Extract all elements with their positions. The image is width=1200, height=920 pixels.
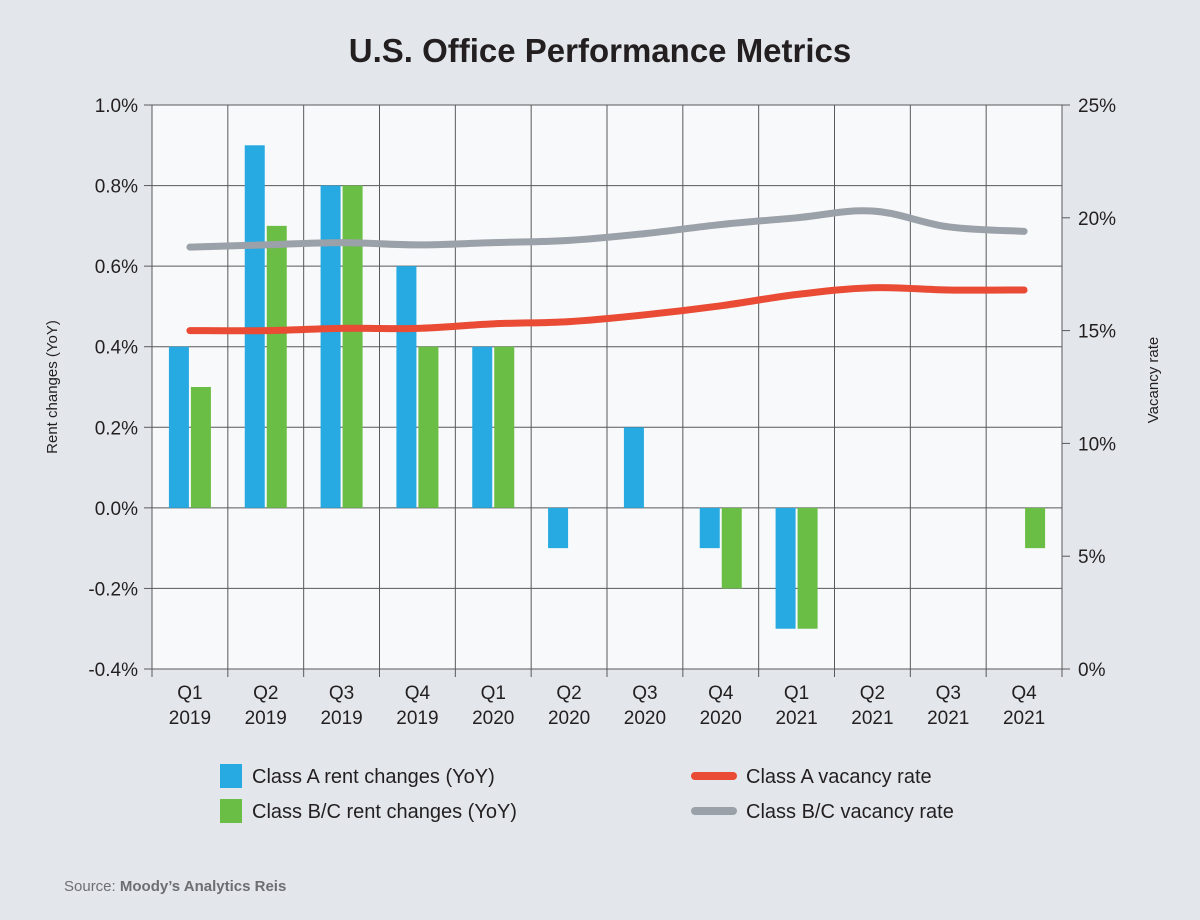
- bar-class-bc: [1025, 507, 1046, 549]
- source-name: Moody’s Analytics Reis: [120, 878, 286, 895]
- line-class-a-vacancy: [186, 284, 1028, 335]
- y-left-tick-label: 1.0%: [95, 96, 138, 117]
- bar-class-a: [623, 427, 644, 508]
- y-right-tick-label: 20%: [1078, 209, 1116, 230]
- y-right-tick-label: 5%: [1078, 547, 1106, 568]
- bar-class-bc: [342, 185, 363, 508]
- x-tick-label-year: 2019: [169, 708, 211, 729]
- bars: [168, 145, 1046, 629]
- vacancy-lines: [186, 207, 1028, 335]
- y-left-tick-label: 0.6%: [95, 257, 138, 278]
- x-tick-label-quarter: Q2: [860, 683, 885, 704]
- x-tick-label-year: 2020: [700, 708, 742, 729]
- x-tick-label-year: 2021: [775, 708, 817, 729]
- bar-class-bc: [418, 346, 439, 508]
- y-left-tick-label: 0.4%: [95, 338, 138, 359]
- legend-label: Class B/C vacancy rate: [746, 801, 954, 823]
- y-right-tick-label: 15%: [1078, 322, 1116, 343]
- x-tick-label-quarter: Q1: [481, 683, 506, 704]
- y-right-tick-label: 25%: [1078, 96, 1116, 117]
- x-tick-label-year: 2020: [548, 708, 590, 729]
- x-tick-label-year: 2021: [1003, 708, 1045, 729]
- bar-class-a: [548, 507, 569, 549]
- line-class-bc-vacancy: [186, 207, 1028, 251]
- y-left-tick-label: -0.4%: [88, 660, 138, 681]
- gridlines: [151, 104, 1063, 677]
- bar-class-a: [168, 346, 189, 508]
- bar-class-a: [396, 266, 417, 508]
- legend-label: Class B/C rent changes (YoY): [252, 801, 517, 823]
- x-tick-label-year: 2019: [396, 708, 438, 729]
- x-tick-label-quarter: Q1: [784, 683, 809, 704]
- bar-class-a: [472, 346, 493, 508]
- legend-label: Class A vacancy rate: [746, 766, 932, 788]
- x-tick-label-quarter: Q3: [329, 683, 354, 704]
- x-tick-label-quarter: Q3: [936, 683, 961, 704]
- y-left-tick-label: -0.2%: [88, 579, 138, 600]
- bar-class-a: [775, 507, 796, 629]
- x-tick-label-quarter: Q3: [632, 683, 657, 704]
- source-prefix: Source:: [64, 878, 120, 895]
- legend-swatch-bar: [220, 764, 242, 788]
- y-left-tick-label: 0.0%: [95, 499, 138, 520]
- chart-title: U.S. Office Performance Metrics: [349, 32, 852, 69]
- legend: Class A rent changes (YoY) Class B/C rent…: [220, 764, 954, 823]
- x-tick-label-year: 2021: [927, 708, 969, 729]
- y-axis-right-title: Vacancy rate: [1145, 337, 1162, 423]
- x-tick-label-year: 2020: [472, 708, 514, 729]
- x-tick-label-quarter: Q4: [1011, 683, 1037, 704]
- x-tick-label-quarter: Q2: [556, 683, 581, 704]
- bar-class-a: [320, 185, 341, 508]
- x-tick-label-year: 2019: [245, 708, 287, 729]
- bar-class-bc: [494, 346, 515, 508]
- x-tick-label-year: 2020: [624, 708, 666, 729]
- bar-class-a: [244, 145, 265, 508]
- x-tick-label-year: 2021: [851, 708, 893, 729]
- axes: 1.0% 0.8% 0.6% 0.4% 0.2% 0.0% -0.2% -0.4% 25% 20%…: [88, 96, 1116, 729]
- bar-class-bc: [266, 225, 287, 508]
- y-axis-left-title: Rent changes (YoY): [44, 320, 61, 454]
- x-tick-label-quarter: Q4: [708, 683, 734, 704]
- legend-label: Class A rent changes (YoY): [252, 766, 495, 788]
- bar-class-bc: [721, 507, 742, 589]
- y-left-tick-label: 0.2%: [95, 418, 138, 439]
- x-tick-label-quarter: Q2: [253, 683, 278, 704]
- bar-class-bc: [190, 387, 211, 508]
- x-tick-label-quarter: Q4: [405, 683, 431, 704]
- source-note: Source: Moody’s Analytics Reis: [64, 878, 286, 895]
- x-tick-label-year: 2019: [320, 708, 362, 729]
- bar-class-bc: [797, 507, 818, 629]
- y-right-tick-label: 0%: [1078, 660, 1106, 681]
- y-right-tick-label: 10%: [1078, 434, 1116, 455]
- x-tick-label-quarter: Q1: [177, 683, 202, 704]
- legend-swatch-bar: [220, 799, 242, 823]
- bar-class-a: [699, 507, 720, 549]
- y-left-tick-label: 0.8%: [95, 177, 138, 198]
